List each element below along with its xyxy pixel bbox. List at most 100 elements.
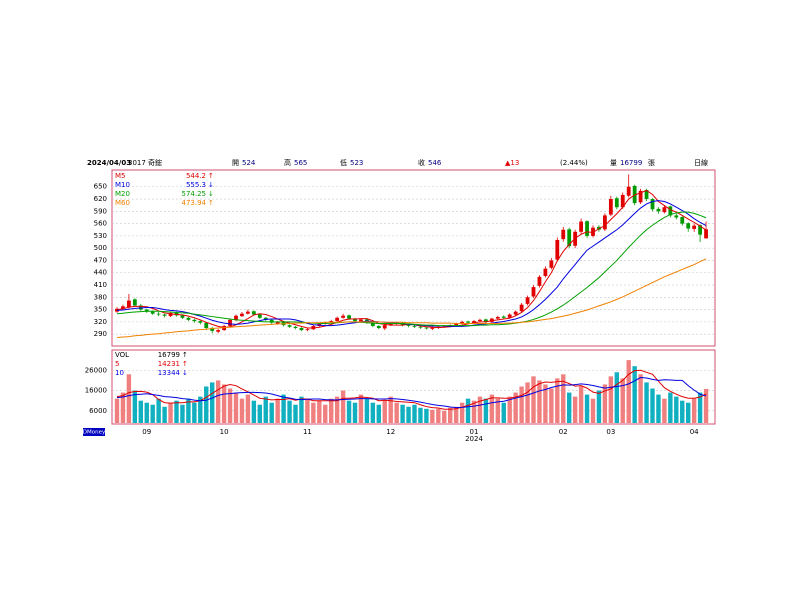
volume-bar	[507, 396, 512, 423]
ma-line	[116, 377, 707, 409]
volume-bar	[668, 392, 673, 423]
volume-bar	[513, 392, 518, 423]
volume-bar	[180, 404, 185, 423]
volume-bar	[204, 386, 209, 423]
volume-bar	[703, 388, 709, 423]
candle-body	[650, 199, 655, 210]
volume-bar	[233, 392, 239, 423]
y-tick-label: 530	[94, 232, 107, 240]
candle-body	[144, 309, 149, 312]
legend-name: 5	[115, 360, 119, 368]
candle-body	[347, 315, 351, 319]
volume-bar	[555, 378, 560, 423]
vol-tick-label: 26000	[85, 366, 107, 374]
volume-bar	[471, 400, 477, 423]
volume-bar	[543, 384, 548, 423]
candle-body	[335, 317, 340, 322]
candle-body	[656, 208, 661, 212]
field-label: 低	[340, 158, 347, 167]
volume-bar	[156, 398, 161, 423]
date: 2024/04/03	[87, 159, 131, 167]
brand-badge	[83, 428, 105, 436]
candle-body	[240, 313, 244, 317]
volume-bar	[430, 409, 435, 423]
volume-bar	[406, 406, 411, 423]
candle-body	[210, 328, 215, 331]
candle-body	[127, 300, 131, 308]
volume-bar	[114, 398, 120, 423]
candle-body	[591, 227, 595, 236]
volume-bar	[382, 400, 387, 423]
legend-trend: ↑	[182, 360, 188, 368]
ma-line	[116, 258, 707, 338]
candle-body	[662, 207, 667, 213]
volume-bar	[448, 407, 453, 423]
legend-trend: ↑	[182, 351, 188, 359]
volume-bar	[299, 396, 304, 423]
candle-body	[608, 199, 613, 215]
volume-bar	[275, 398, 280, 423]
candle-body	[299, 328, 304, 331]
candle-body	[275, 321, 280, 324]
candle-body	[257, 314, 262, 318]
candle-body	[269, 319, 274, 323]
volume-bar	[602, 384, 608, 423]
candle-body	[478, 319, 482, 322]
legend-value: 555.3	[186, 181, 206, 189]
candle-body	[376, 325, 381, 329]
volume-bar	[686, 402, 691, 423]
legend-trend: ↓	[208, 190, 214, 198]
candle-body	[668, 206, 673, 216]
volume-bar	[567, 392, 572, 423]
candle-body	[692, 225, 697, 229]
volume-bar	[251, 400, 257, 423]
candle-body	[228, 319, 232, 326]
candle-body	[234, 315, 238, 320]
volume-bar	[394, 402, 399, 423]
candle-body	[293, 326, 298, 329]
volume-bar	[412, 404, 417, 423]
volume-bar	[418, 407, 423, 423]
x-tick-label: 03	[606, 428, 615, 436]
volume-bar	[477, 396, 483, 423]
volume-bar	[691, 398, 697, 423]
candle-body	[549, 260, 554, 268]
candle-body	[406, 325, 411, 326]
volume-bar	[620, 378, 625, 423]
volume-bar	[138, 400, 143, 423]
y-tick-label: 320	[94, 318, 107, 326]
y-tick-label: 380	[94, 293, 107, 301]
candle-body	[674, 215, 679, 218]
volume-bar	[501, 402, 506, 423]
volume-bar	[210, 382, 215, 423]
volume-bar	[323, 404, 328, 423]
field-label: 高	[284, 158, 291, 167]
ma-line	[116, 211, 707, 327]
volume-bar	[144, 402, 149, 423]
volume-bar	[263, 396, 268, 423]
change: ▲13	[505, 159, 519, 167]
candle-body	[186, 317, 191, 320]
volume-bar	[465, 398, 471, 423]
candle-body	[150, 311, 155, 314]
candle-body	[537, 276, 542, 286]
legend-value: 544.2	[186, 172, 206, 180]
y-tick-label: 470	[94, 256, 107, 264]
volume-bar	[346, 400, 352, 423]
volume-bar	[358, 394, 364, 423]
volume-bar	[596, 390, 602, 423]
candle-body	[216, 330, 221, 332]
candle-body	[359, 319, 363, 322]
candle-body	[704, 229, 708, 239]
volume-bar	[644, 382, 649, 423]
candle-body	[686, 223, 691, 229]
legend-value: 473.94	[182, 199, 207, 207]
x-sublabel: 2024	[465, 435, 483, 443]
candle-body	[263, 317, 268, 320]
volume-bar	[424, 408, 429, 423]
volume-bar	[245, 394, 251, 423]
candle-body	[543, 268, 548, 277]
candle-body	[466, 321, 470, 323]
volume-panel	[111, 349, 716, 425]
candle-body	[567, 229, 572, 247]
